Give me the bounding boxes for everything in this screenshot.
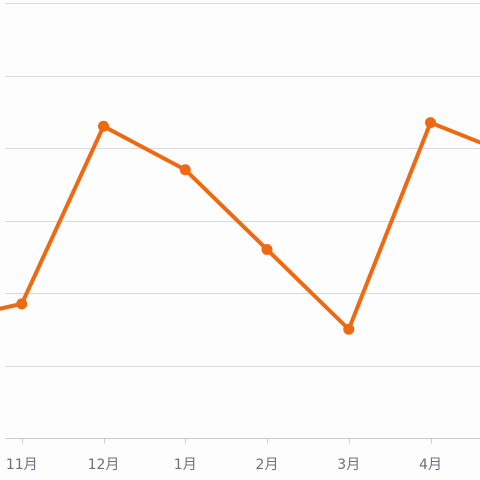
x-tick-label: 12月 bbox=[88, 457, 120, 473]
x-tick-label: 2月 bbox=[256, 457, 279, 473]
x-tick-label: 1月 bbox=[174, 457, 197, 473]
data-point[interactable] bbox=[343, 323, 355, 335]
data-point[interactable] bbox=[179, 164, 191, 176]
x-axis: 10月11月12月1月2月3月4月5月 bbox=[5, 438, 480, 473]
series-line bbox=[0, 120, 480, 332]
data-point[interactable] bbox=[16, 298, 28, 310]
grid-lines bbox=[5, 3, 480, 367]
x-tick-label: 11月 bbox=[6, 457, 38, 473]
series-layer bbox=[0, 117, 480, 335]
x-tick-label: 3月 bbox=[337, 457, 360, 473]
data-point[interactable] bbox=[98, 120, 109, 132]
x-tick-label: 4月 bbox=[419, 457, 442, 473]
data-point[interactable] bbox=[425, 117, 436, 129]
data-point[interactable] bbox=[261, 244, 273, 255]
